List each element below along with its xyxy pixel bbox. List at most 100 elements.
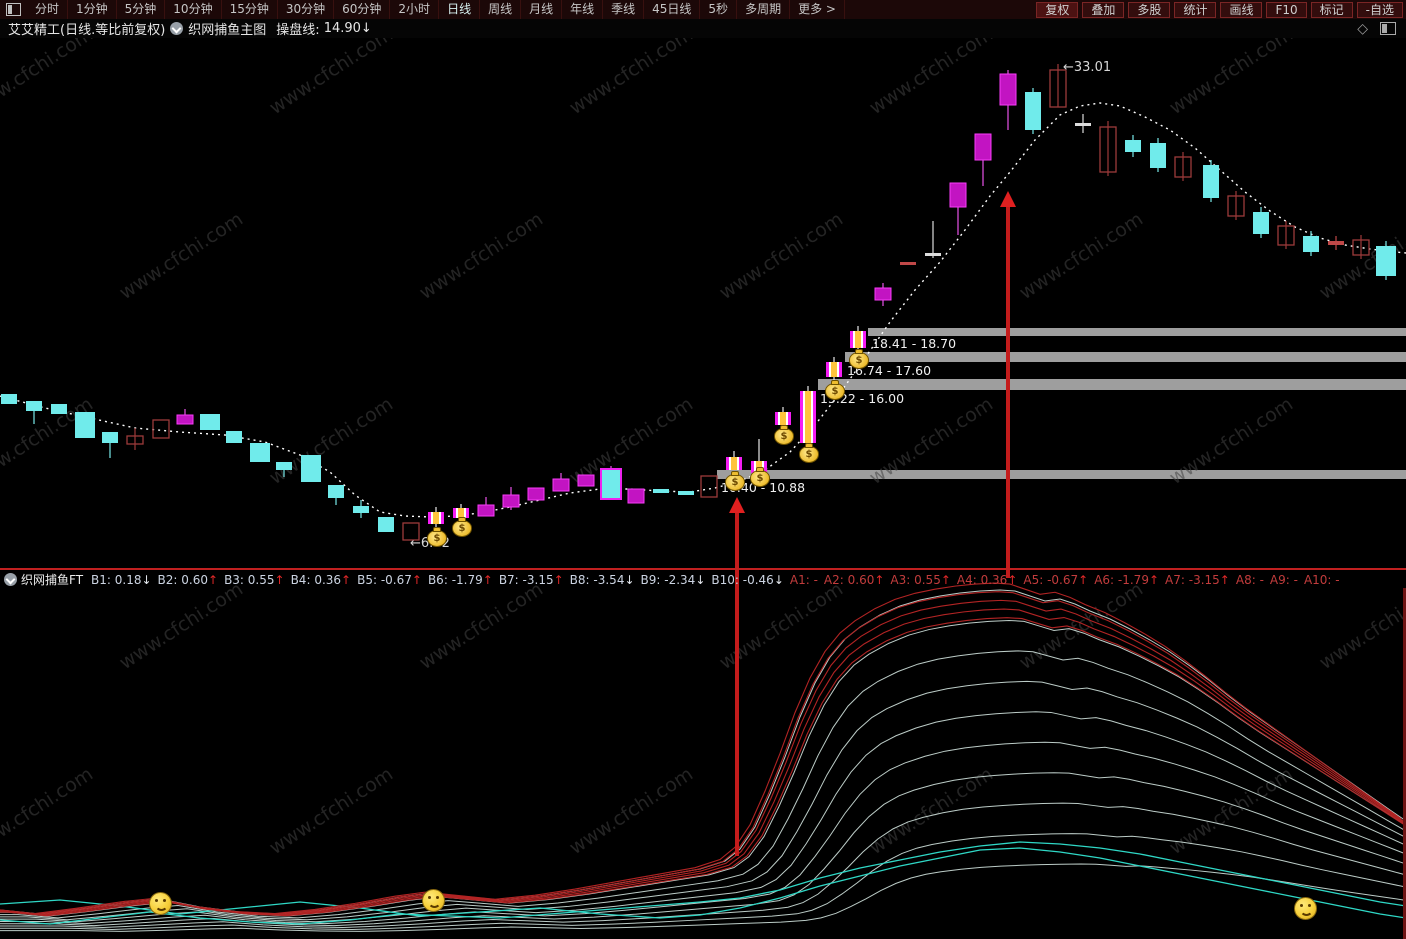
watermark: www.cfchi.com xyxy=(115,577,247,675)
toolbar-button-复权[interactable]: 复权 xyxy=(1036,1,1079,18)
candle xyxy=(1303,236,1319,252)
period-tab-10分钟[interactable]: 10分钟 xyxy=(165,0,222,19)
price-band xyxy=(717,470,1406,479)
candle xyxy=(353,506,369,513)
stock-title: 艾艾精工(日线.等比前复权) xyxy=(8,23,166,38)
indicator-a-value: A5: -0.67↑ xyxy=(1023,572,1089,587)
period-tab-日线[interactable]: 日线 xyxy=(439,0,481,19)
toolbar-actions: 复权 叠加 多股 统计 画线 F10 标记 -自选 xyxy=(1032,0,1406,19)
period-tab-30分钟[interactable]: 30分钟 xyxy=(278,0,335,19)
signal-arrow-stem xyxy=(735,510,739,856)
period-tab-5分钟[interactable]: 5分钟 xyxy=(117,0,166,19)
indicator-b-value: B8: -3.54↓ xyxy=(569,572,635,587)
candle xyxy=(1099,126,1117,173)
toolbar-button-统计[interactable]: 统计 xyxy=(1174,1,1217,18)
price-annotation: ←6.72 xyxy=(410,536,450,551)
candle xyxy=(1049,69,1067,108)
candle xyxy=(826,362,842,377)
period-tab-周线[interactable]: 周线 xyxy=(480,0,522,19)
candle-stripe xyxy=(456,508,466,518)
candle-stripe xyxy=(778,412,788,425)
candle xyxy=(328,485,344,498)
toolbar: 分时 1分钟 5分钟 10分钟 15分钟 30分钟 60分钟 2小时 日线 周线 月线 年线 季线 45日… xyxy=(0,0,1406,20)
candle-stripe xyxy=(458,508,464,518)
watermark: www.cfchi.com xyxy=(0,392,97,490)
operation-line-label: 操盘线: xyxy=(276,23,320,38)
candle xyxy=(800,391,816,443)
diamond-icon[interactable]: ◇ xyxy=(1357,20,1368,37)
smiley-face-icon xyxy=(422,889,445,912)
indicator-b-value: B9: -2.34↓ xyxy=(640,572,706,587)
candle xyxy=(226,431,242,443)
indicator-b-value: B1: 0.18↓ xyxy=(91,572,152,587)
price-band xyxy=(818,379,1406,390)
toolbar-button-F10[interactable]: F10 xyxy=(1266,1,1307,18)
candle xyxy=(751,461,767,473)
toolbar-button-多股[interactable]: 多股 xyxy=(1128,1,1171,18)
period-tab-2小时[interactable]: 2小时 xyxy=(390,0,440,19)
period-tab-15分钟[interactable]: 15分钟 xyxy=(222,0,278,19)
candle xyxy=(1253,212,1269,234)
period-tab-月线[interactable]: 月线 xyxy=(521,0,563,19)
period-tab-更多 >[interactable]: 更多 > xyxy=(790,0,845,19)
watermark: www.cfchi.com xyxy=(1315,577,1406,675)
period-tab-分时[interactable]: 分时 xyxy=(27,0,69,19)
watermark: www.cfchi.com xyxy=(565,392,697,490)
candle xyxy=(999,73,1017,106)
title-bar: 艾艾精工(日线.等比前复权) 织网捕鱼主图 操盘线: 14.90 ↓ ◇ xyxy=(0,19,1406,38)
period-tab-5秒[interactable]: 5秒 xyxy=(700,0,738,19)
ribbon-line-white xyxy=(0,680,1406,921)
indicator-a-value: A4: 0.36↑ xyxy=(956,572,1018,587)
chevron-down-circle-icon[interactable] xyxy=(170,22,184,35)
period-tab-1分钟[interactable]: 1分钟 xyxy=(68,0,117,19)
signal-arrow-head xyxy=(1000,191,1016,207)
candle xyxy=(1075,123,1091,126)
ribbon-line-red xyxy=(0,617,1406,917)
toolbar-button--自选[interactable]: -自选 xyxy=(1356,1,1403,18)
candle xyxy=(527,487,545,501)
candle xyxy=(102,432,118,443)
watermark: www.cfchi.com xyxy=(0,762,97,860)
smiley-face-icon xyxy=(1294,897,1317,920)
watermark: www.cfchi.com xyxy=(565,762,697,860)
watermark: www.cfchi.com xyxy=(1015,577,1147,675)
period-tab-45日线[interactable]: 45日线 xyxy=(644,0,701,19)
period-tab-年线[interactable]: 年线 xyxy=(562,0,604,19)
candle xyxy=(250,443,270,462)
period-tab-60分钟[interactable]: 60分钟 xyxy=(334,0,391,19)
candle xyxy=(152,419,170,439)
watermark: www.cfchi.com xyxy=(415,577,547,675)
ribbon-line-white xyxy=(0,711,1406,923)
window-icon[interactable] xyxy=(6,3,21,16)
indicator-b-value: B5: -0.67↑ xyxy=(357,572,422,587)
ribbon-line-white xyxy=(0,650,1406,919)
indicator-a-value: A9: - xyxy=(1269,572,1298,587)
operation-dotted-line xyxy=(0,102,1406,518)
price-band xyxy=(868,328,1406,336)
candle xyxy=(276,462,292,470)
toolbar-button-画线[interactable]: 画线 xyxy=(1220,1,1263,18)
candle xyxy=(1328,241,1344,245)
period-tab-季线[interactable]: 季线 xyxy=(603,0,645,19)
candle-stripe xyxy=(780,412,786,425)
candle xyxy=(900,262,916,265)
toolbar-button-标记[interactable]: 标记 xyxy=(1310,1,1353,18)
candle-stripe xyxy=(754,461,764,473)
ribbon-line-cyan xyxy=(0,847,1406,919)
indicator-a-value: A2: 0.60↑ xyxy=(823,572,885,587)
watermark: www.cfchi.com xyxy=(115,207,247,305)
toolbar-button-叠加[interactable]: 叠加 xyxy=(1082,1,1125,18)
ribbon-line-white xyxy=(0,772,1406,927)
period-tab-多周期[interactable]: 多周期 xyxy=(737,0,791,19)
chevron-down-circle-icon[interactable] xyxy=(4,573,17,586)
watermark: www.cfchi.com xyxy=(865,392,997,490)
candle xyxy=(1025,92,1041,130)
signal-arrow-head xyxy=(729,497,745,513)
candle xyxy=(176,414,194,425)
money-bag-icon: $ xyxy=(725,471,745,491)
watermark: www.cfchi.com xyxy=(1315,207,1406,305)
window-split-icon[interactable] xyxy=(1380,22,1396,35)
signal-arrow-stem xyxy=(1006,204,1010,578)
